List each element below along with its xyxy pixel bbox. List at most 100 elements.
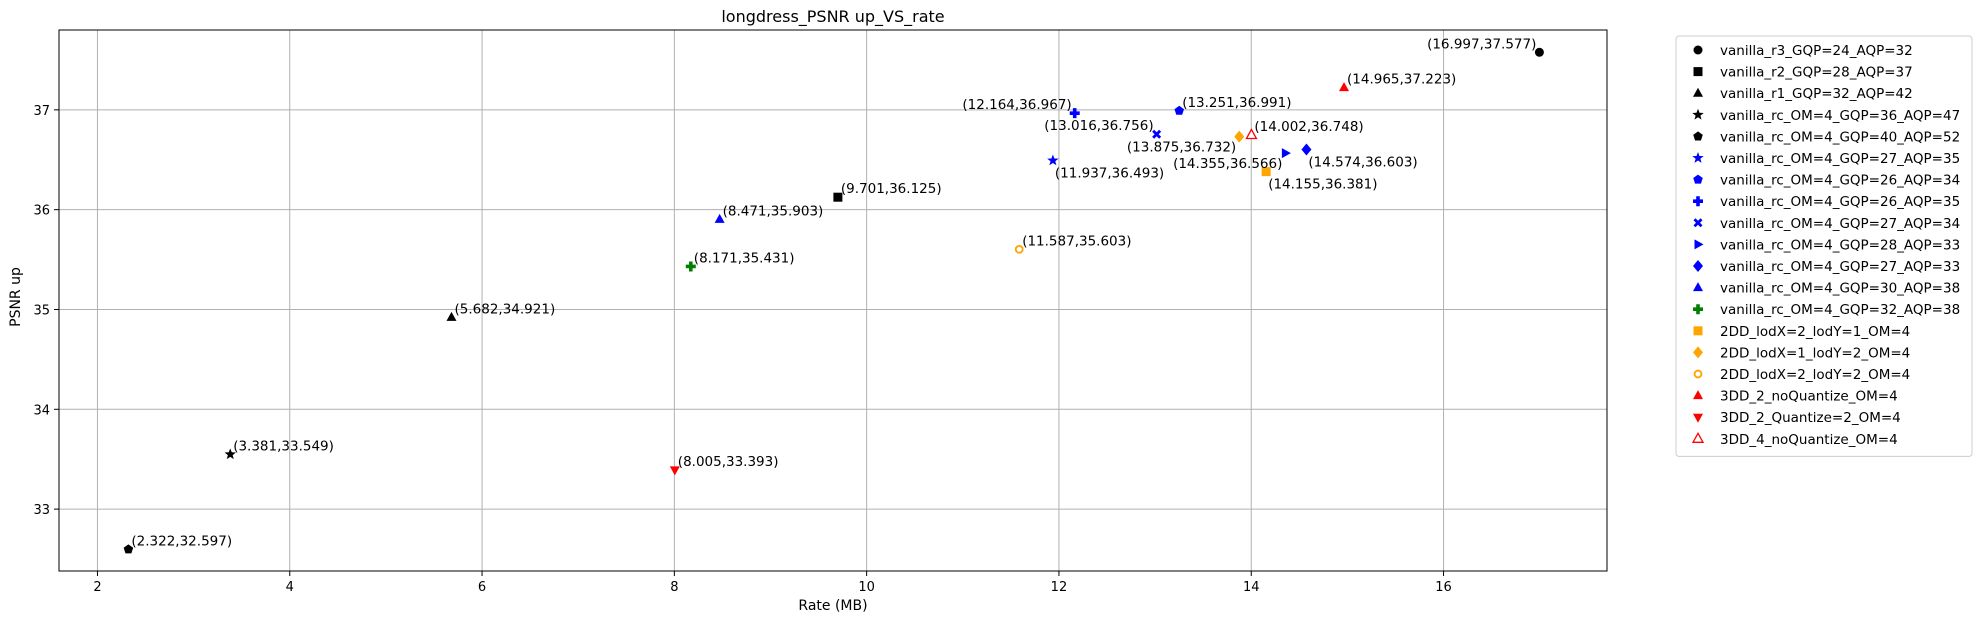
legend-entry: 2DD_lodX=1_lodY=2_OM=4: [1720, 345, 1910, 361]
legend-frame: [1675, 35, 1973, 457]
data-point: [1281, 148, 1291, 159]
data-labels: (16.997,37.577) (9.701,36.125) (5.682,34.9…: [131, 36, 1536, 549]
legend-marker: [1691, 431, 1705, 443]
legend-entry: vanilla_rc_OM=4_GQP=27_AQP=34: [1720, 216, 1960, 232]
data-label: (12.164,36.967): [962, 97, 1071, 113]
data-label: (14.355,36.566): [1173, 156, 1282, 172]
data-label: (16.997,37.577): [1427, 36, 1536, 52]
data-point: [446, 311, 457, 321]
legend-entry: vanilla_rc_OM=4_GQP=36_AQP=47: [1720, 108, 1960, 124]
legend-entry: vanilla_rc_OM=4_GQP=32_AQP=38: [1720, 302, 1960, 318]
legend-marker: [1693, 390, 1703, 400]
legend-entry: vanilla_rc_OM=4_GQP=40_AQP=52: [1720, 129, 1960, 145]
legend-entry: vanilla_r1_GQP=32_AQP=42: [1720, 86, 1913, 102]
x-axis-label: Rate (MB): [798, 598, 867, 614]
legend-marker: [1693, 45, 1703, 55]
legend-entry: 2DD_lodX=2_lodY=2_OM=4: [1720, 367, 1910, 383]
legend-marker: [1693, 346, 1703, 359]
x-tick-label: 14: [1243, 580, 1260, 595]
data-label: (13.251,36.991): [1182, 95, 1291, 111]
x-tick-label: 2: [93, 580, 101, 595]
data-points: [123, 47, 1544, 554]
legend-marker: [1693, 326, 1703, 336]
legend-marker: [1693, 174, 1703, 184]
legend-entry: vanilla_rc_OM=4_GQP=30_AQP=38: [1720, 281, 1960, 297]
legend-marker: [1693, 196, 1703, 207]
legend: vanilla_r3_GQP=24_AQP=32 vanilla_r2_GQP=2…: [1675, 35, 1973, 457]
x-tick-label: 4: [286, 580, 294, 595]
legend-entry: vanilla_rc_OM=4_GQP=26_AQP=34: [1720, 173, 1960, 189]
data-point: [1245, 128, 1258, 140]
chart-title: longdress_PSNR up_VS_rate: [721, 7, 944, 27]
legend-marker: [1692, 152, 1704, 163]
y-tick-label: 37: [33, 104, 50, 119]
data-point: [1339, 82, 1350, 92]
legend-entry: 3DD_2_Quantize=2_OM=4: [1720, 410, 1901, 426]
data-label: (2.322,32.597): [131, 533, 232, 549]
legend-entry: vanilla_rc_OM=4_GQP=26_AQP=35: [1720, 194, 1960, 210]
data-point: [1534, 47, 1544, 57]
legend-marker: [1693, 413, 1703, 423]
data-label: (11.587,35.603): [1022, 233, 1131, 249]
data-point: [669, 466, 680, 476]
legend-entry: vanilla_rc_OM=4_GQP=28_AQP=33: [1720, 237, 1960, 253]
x-tick-label: 16: [1435, 580, 1452, 595]
data-label: (14.002,36.748): [1254, 119, 1363, 135]
data-label: (13.016,36.756): [1044, 118, 1153, 134]
data-point: [123, 544, 134, 554]
data-point: [833, 192, 843, 202]
y-tick-label: 36: [33, 204, 50, 219]
y-tick-label: 35: [33, 303, 50, 318]
axis-ticks: 2 4 6 8 10 12 14 16 33 34 35 36 37: [33, 104, 1451, 595]
data-point: [1152, 129, 1162, 139]
data-label: (3.381,33.549): [233, 438, 334, 454]
y-axis-label: PSNR up: [8, 267, 24, 327]
y-tick-label: 33: [33, 503, 50, 518]
data-point: [1301, 143, 1312, 156]
x-tick-label: 10: [858, 580, 875, 595]
plot-area-frame: [58, 29, 1608, 572]
data-label: (5.682,34.921): [455, 301, 556, 317]
legend-entry: vanilla_rc_OM=4_GQP=27_AQP=35: [1720, 151, 1960, 167]
data-point: [1174, 105, 1184, 115]
x-tick-label: 8: [670, 580, 678, 595]
data-label: (9.701,36.125): [841, 181, 942, 197]
data-point: [1069, 108, 1080, 119]
data-point: [1234, 130, 1245, 143]
legend-marker: [1693, 260, 1703, 272]
legend-entry: vanilla_r3_GQP=24_AQP=32: [1720, 43, 1913, 59]
legend-marker: [1693, 67, 1703, 77]
legend-entry: vanilla_rc_OM=4_GQP=27_AQP=33: [1720, 259, 1960, 275]
data-label: (14.965,37.223): [1347, 72, 1456, 88]
data-point: [714, 213, 725, 223]
legend-marker: [1692, 108, 1704, 120]
data-label: (13.875,36.732): [1127, 140, 1236, 156]
data-label: (8.471,35.903): [723, 203, 824, 219]
data-label: (11.937,36.493): [1055, 166, 1164, 182]
legend-entry: 2DD_lodX=2_lodY=1_OM=4: [1720, 324, 1910, 340]
data-point: [1047, 154, 1059, 166]
data-label: (8.005,33.393): [678, 454, 779, 470]
legend-marker: [1694, 239, 1704, 250]
data-point: [685, 261, 696, 272]
x-tick-label: 6: [478, 580, 486, 595]
data-label: (14.155,36.381): [1268, 177, 1377, 193]
legend-marker: [1693, 87, 1703, 97]
legend-marker: [1693, 218, 1703, 228]
data-point: [1261, 167, 1271, 177]
y-tick-label: 34: [33, 403, 50, 418]
data-point: [1015, 245, 1024, 254]
data-label: (14.574,36.603): [1308, 155, 1417, 171]
legend-entry: 3DD_2_noQuantize_OM=4: [1720, 389, 1898, 405]
x-tick-label: 12: [1051, 580, 1068, 595]
legend-marker: [1693, 282, 1703, 292]
legend-entry: vanilla_r2_GQP=28_AQP=37: [1720, 65, 1913, 81]
legend-marker: [1693, 369, 1703, 379]
data-label: (8.171,35.431): [694, 251, 795, 267]
legend-marker: [1693, 131, 1703, 141]
grid: [59, 30, 1607, 571]
legend-entry: 3DD_4_noQuantize_OM=4: [1720, 432, 1898, 448]
legend-marker: [1693, 304, 1703, 315]
